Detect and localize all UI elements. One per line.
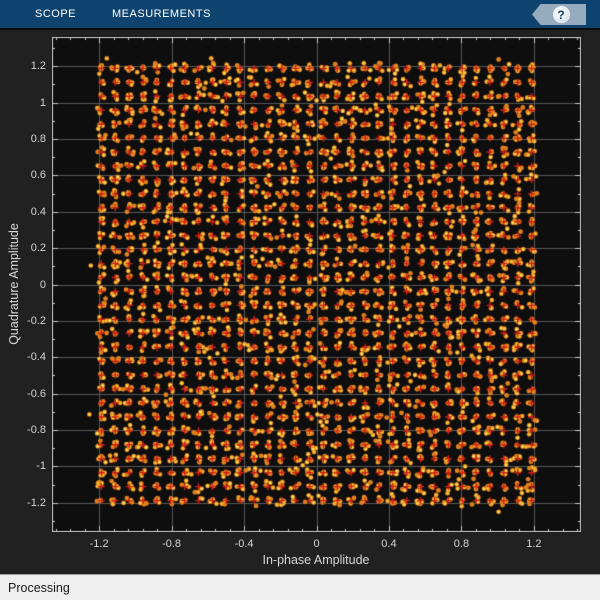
x-tick-label: 0.4 — [381, 538, 397, 550]
x-axis-label: In-phase Amplitude — [262, 553, 370, 567]
help-icon: ? — [552, 6, 570, 23]
status-text: Processing — [8, 580, 70, 595]
constellation-plot-canvas[interactable] — [52, 37, 581, 532]
status-bar: Processing — [0, 574, 600, 600]
y-tick-label: -0.2 — [27, 314, 46, 327]
tab-scope[interactable]: SCOPE — [35, 8, 77, 20]
toolstrip: SCOPE MEASUREMENTS ? — [0, 0, 600, 30]
x-tick-label: -1.2 — [89, 538, 109, 550]
y-tick-label: 0.2 — [30, 242, 46, 255]
x-tick-label: -0.4 — [234, 538, 254, 550]
y-tick-label: 1.2 — [30, 60, 46, 73]
y-tick-label: 0 — [39, 278, 46, 291]
tab-measurements[interactable]: MEASUREMENTS — [112, 8, 211, 20]
y-tick-label: 0.8 — [30, 132, 46, 145]
x-tick-label: 0 — [313, 538, 320, 550]
y-tick-label: -1.2 — [27, 496, 46, 509]
y-tick-label: -0.6 — [27, 387, 46, 400]
y-axis-label: Quadrature Amplitude — [7, 223, 21, 345]
y-tick-label: 0.6 — [30, 169, 46, 182]
x-tick-label: 1.2 — [526, 538, 542, 550]
help-button[interactable]: ? — [532, 4, 586, 25]
y-tick-label: -0.8 — [27, 424, 46, 437]
x-tick-label: -0.8 — [162, 538, 182, 550]
y-tick-label: -1 — [36, 460, 46, 473]
y-tick-label: -0.4 — [27, 351, 46, 364]
y-tick-label: 0.4 — [30, 205, 46, 218]
x-tick-label: 0.8 — [453, 538, 470, 550]
y-tick-label: 1 — [39, 96, 46, 109]
